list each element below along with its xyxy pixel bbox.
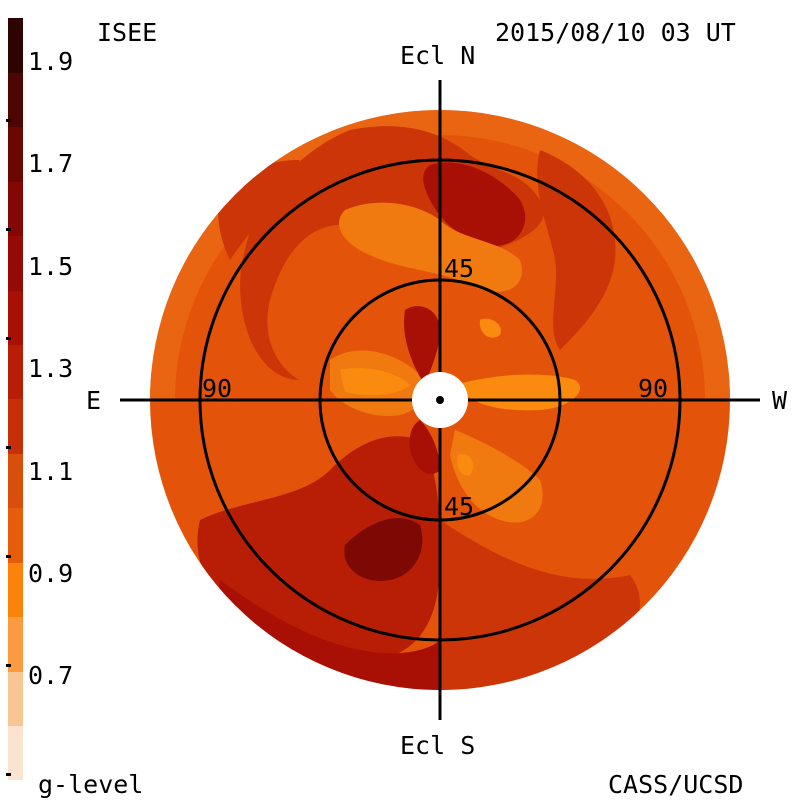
colorbar-band (8, 235, 23, 291)
contour-dark-center-spike (404, 306, 440, 385)
contour-dark-south-spike (409, 420, 440, 474)
colorbar-tick-label: 1.5 (28, 252, 74, 281)
east-label: E (86, 386, 102, 415)
ring-outer-right-label: 90 (638, 374, 669, 403)
colorbar-tick-mark (6, 446, 11, 449)
ecliptic-north-label: Ecl N (400, 41, 476, 70)
source-label: ISEE (97, 18, 158, 47)
contour-orange-upper (339, 202, 522, 292)
contour-red-lower-left (197, 436, 440, 663)
sun-center-dot (436, 396, 444, 404)
colorbar-tick-mark (6, 228, 11, 232)
colorbar-band (8, 181, 23, 237)
colorbar-band (8, 725, 23, 781)
west-label: W (772, 386, 788, 415)
contour-light-patch-1 (479, 318, 501, 338)
colorbar-band (8, 453, 23, 509)
contour-red-upper-right (537, 150, 616, 350)
colorbar-tick-label: 1.3 (28, 354, 74, 383)
ring-inner-bottom-label: 45 (444, 492, 475, 521)
contour-orange-east-west (340, 368, 410, 396)
colorbar-band (8, 616, 23, 672)
colorbar-band (8, 18, 23, 73)
colorbar-band (8, 399, 23, 454)
contour-dark-red-north (423, 162, 526, 246)
colorbar-tick-label: 1.9 (28, 47, 74, 76)
ring-inner-top-label: 45 (444, 254, 475, 283)
colorbar-tick-label: 1.1 (28, 457, 74, 486)
colorbar-band (8, 507, 23, 563)
colorbar-band (8, 344, 23, 400)
timestamp-label: 2015/08/10 03 UT (495, 18, 736, 47)
colorbar-band (8, 72, 23, 128)
colorbar-tick-label: 0.9 (28, 559, 74, 588)
colorbar-tick-mark (6, 772, 11, 776)
colorbar-tick-mark (6, 119, 11, 123)
g-level-colorbar (8, 18, 23, 781)
contour-orange-south (450, 430, 543, 523)
colorbar-tick-label: 0.7 (28, 661, 74, 690)
colorbar-tick-mark (6, 554, 11, 558)
colorbar-band (8, 671, 23, 727)
ecliptic-south-label: Ecl S (400, 731, 476, 760)
contour-red-lower-right (440, 520, 640, 690)
colorbar-band (8, 562, 23, 618)
contour-light-patch-2 (457, 454, 474, 476)
colorbar-band (8, 290, 23, 346)
contour-maroon-south (344, 517, 423, 581)
colorbar-band (8, 126, 23, 182)
contour-rim-orange-right (440, 110, 730, 400)
legend-title: g-level (38, 770, 144, 799)
colorbar-tick-label: 1.7 (28, 149, 74, 178)
ring-outer-left-label: 90 (202, 374, 233, 403)
credit-label: CASS/UCSD (608, 770, 744, 799)
colorbar-tick-mark (6, 663, 11, 667)
colorbar-tick-mark (6, 337, 11, 341)
